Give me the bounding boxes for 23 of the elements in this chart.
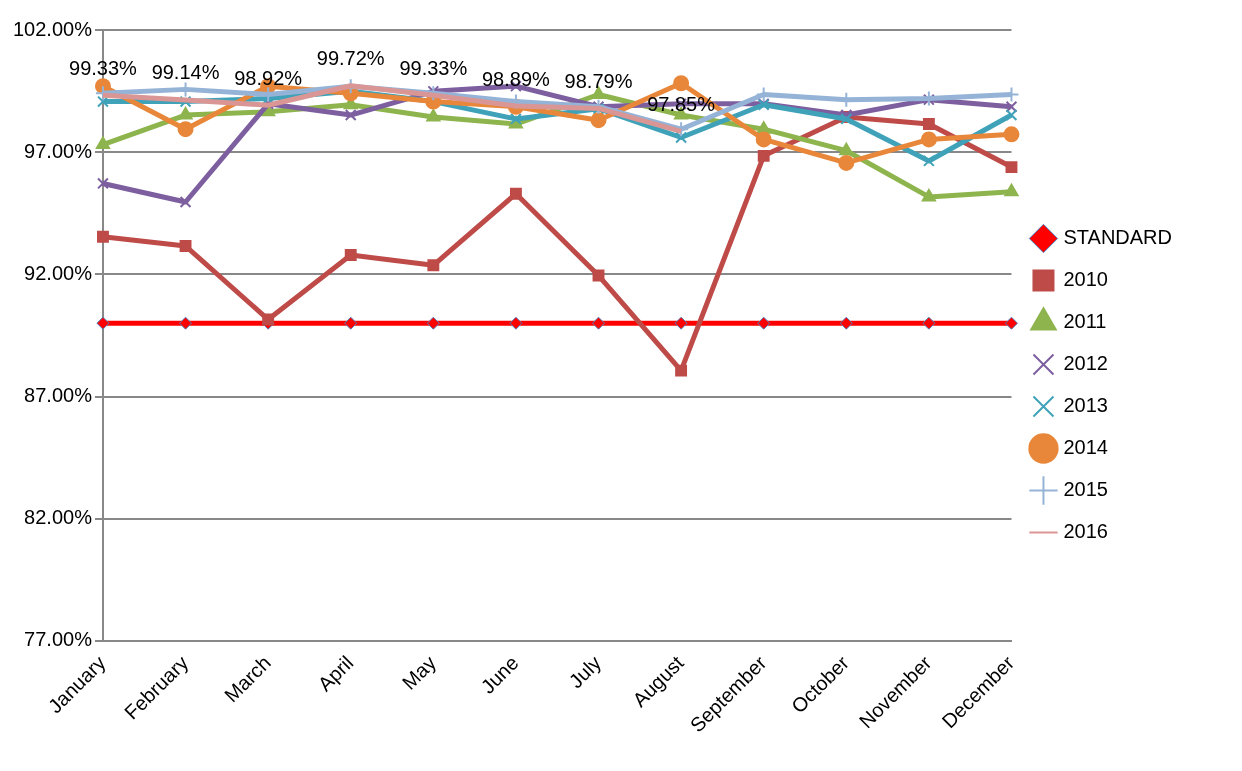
y-tick-label: 87.00% xyxy=(24,384,93,407)
y-tick-label: 92.00% xyxy=(24,261,93,284)
legend-label: 2012 xyxy=(1063,352,1108,375)
legend-label: 2010 xyxy=(1063,268,1108,291)
data-label: 99.33% xyxy=(399,56,468,79)
legend-label: 2016 xyxy=(1063,520,1108,543)
y-tick-label: 97.00% xyxy=(24,139,93,162)
x-tick-label: July xyxy=(564,651,606,693)
data-label: 98.92% xyxy=(234,66,303,89)
legend-label: 2013 xyxy=(1063,394,1108,417)
data-label: 99.72% xyxy=(316,47,385,70)
y-tick-label: 102.00% xyxy=(12,17,93,40)
legend-label: 2011 xyxy=(1063,310,1107,333)
y-tick-label: 77.00% xyxy=(24,628,93,651)
legend-label: 2015 xyxy=(1063,478,1108,501)
data-label: 98.89% xyxy=(482,67,551,90)
legend-label: 2014 xyxy=(1063,436,1108,459)
data-label: 99.33% xyxy=(69,56,138,79)
data-label: 98.79% xyxy=(564,69,633,92)
data-label: 99.14% xyxy=(151,61,220,84)
y-tick-label: 82.00% xyxy=(24,506,93,529)
x-tick-label: May xyxy=(397,651,441,694)
legend-label: STANDARD xyxy=(1063,226,1173,249)
